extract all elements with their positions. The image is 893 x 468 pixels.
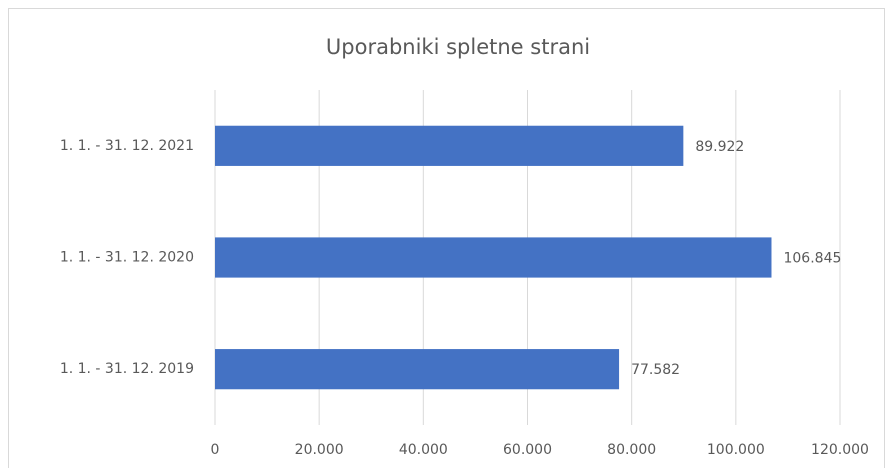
bar — [215, 237, 772, 278]
x-tick-label: 100.000 — [707, 442, 765, 458]
data-label: 77.582 — [631, 362, 680, 378]
bar — [215, 349, 620, 390]
y-tick-label: 1. 1. - 31. 12. 2021 — [60, 138, 194, 154]
x-tick-label: 20.000 — [295, 442, 344, 458]
chart-title: Uporabniki spletne strani — [326, 35, 590, 59]
x-tick-label: 80.000 — [607, 442, 656, 458]
x-tick-label: 40.000 — [399, 442, 448, 458]
data-label: 106.845 — [783, 251, 841, 267]
x-tick-label: 0 — [211, 442, 220, 458]
x-tick-label: 60.000 — [503, 442, 552, 458]
bar — [215, 125, 684, 166]
y-tick-label: 1. 1. - 31. 12. 2019 — [60, 361, 194, 377]
data-label: 89.922 — [695, 139, 744, 155]
y-tick-label: 1. 1. - 31. 12. 2020 — [60, 250, 194, 266]
x-tick-label: 120.000 — [811, 442, 869, 458]
